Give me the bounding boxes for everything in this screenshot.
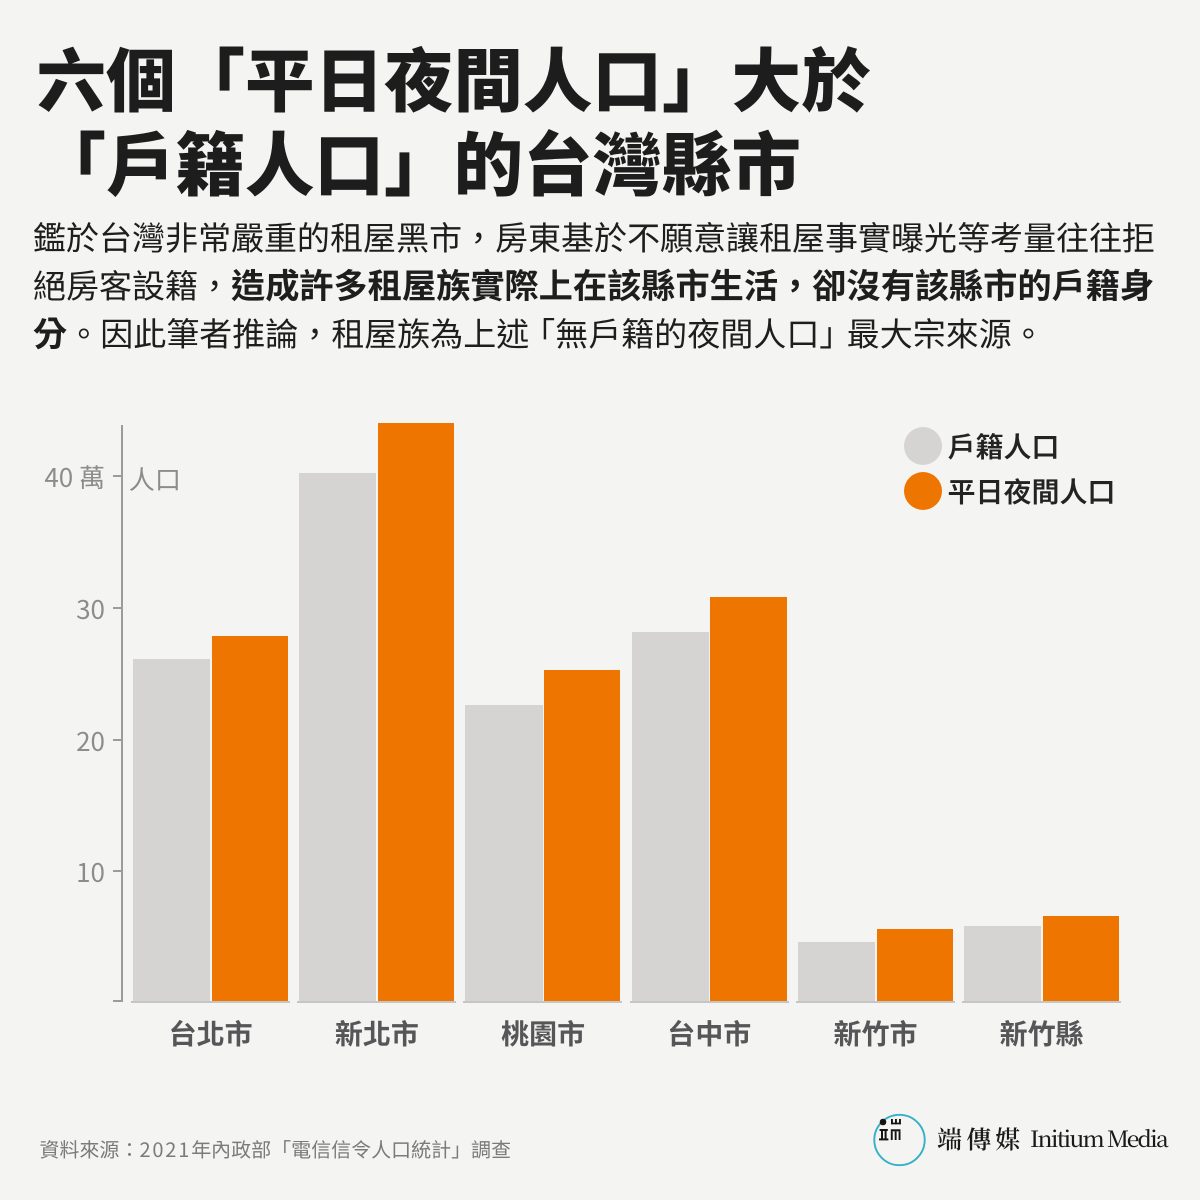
svg-text:Initium Media: Initium Media — [1030, 1122, 1169, 1154]
svg-text:端傳媒: 端傳媒 — [937, 1120, 1025, 1156]
